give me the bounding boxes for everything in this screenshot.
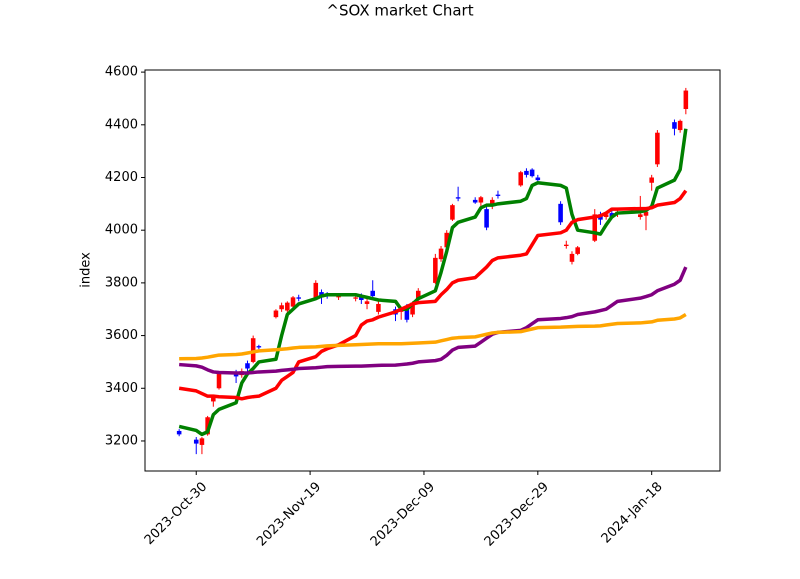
- candle-body: [415, 290, 421, 299]
- candle-body: [444, 232, 450, 248]
- candle-body: [672, 122, 677, 129]
- candle-body: [638, 214, 643, 218]
- y-tick-label: 4600: [105, 65, 138, 80]
- y-tick-label: 3600: [105, 328, 138, 343]
- y-tick-label: 4200: [105, 170, 138, 185]
- candle-body: [569, 253, 575, 262]
- x-tick-label: 2023-Nov-19: [254, 479, 324, 549]
- candle-body: [677, 120, 683, 131]
- candle-body: [364, 301, 370, 304]
- candle-body: [455, 197, 461, 199]
- candle-body: [683, 90, 689, 109]
- candle-body: [450, 205, 455, 220]
- candle-body: [285, 302, 290, 311]
- candle-body: [643, 211, 649, 216]
- candle-body: [211, 397, 216, 402]
- candle-body: [273, 310, 279, 318]
- y-tick-label: 3400: [105, 381, 138, 396]
- candle-body: [529, 169, 535, 177]
- candle-body: [398, 310, 404, 312]
- candle-body: [205, 417, 210, 435]
- y-tick-label: 4000: [105, 223, 138, 238]
- candle-body: [290, 297, 296, 307]
- candle-body: [193, 439, 199, 444]
- candle-body: [524, 170, 529, 175]
- candle-body: [410, 302, 415, 315]
- candle-body: [245, 363, 250, 369]
- plot-frame: [144, 69, 721, 472]
- candle-body: [433, 257, 438, 283]
- candle-body: [564, 244, 569, 246]
- moving-average-line: [179, 266, 688, 375]
- candle-body: [490, 199, 495, 204]
- candle-body: [592, 214, 598, 241]
- x-tick-label: 2023-Dec-29: [482, 479, 552, 549]
- candle-body: [404, 309, 410, 320]
- candle-body: [359, 296, 364, 301]
- y-axis-label: index: [79, 252, 94, 288]
- candle-body: [313, 282, 319, 299]
- candle-body: [535, 177, 541, 181]
- candle-body: [216, 373, 222, 389]
- candle-body: [518, 172, 524, 186]
- candle-body: [296, 297, 301, 299]
- y-tick-label: 3200: [105, 433, 138, 448]
- chart-title: ^SOX market Chart: [326, 2, 473, 20]
- candle-body: [484, 209, 489, 228]
- candle-body: [279, 305, 284, 310]
- candle-body: [558, 203, 563, 223]
- candle-body: [376, 303, 381, 312]
- moving-average-line: [179, 313, 687, 361]
- candle-body: [649, 177, 654, 183]
- candle-body: [478, 197, 484, 203]
- candle-body: [655, 132, 660, 165]
- candle-body: [472, 199, 478, 203]
- candle-body: [495, 194, 501, 196]
- x-tick-label: 2024-Jan-18: [599, 479, 666, 546]
- x-tick-label: 2023-Dec-09: [368, 479, 438, 549]
- y-tick-label: 4400: [105, 117, 138, 132]
- candle-body: [250, 338, 256, 362]
- candle-body: [603, 214, 609, 218]
- candle-body: [438, 248, 444, 260]
- y-tick-label: 3800: [105, 275, 138, 290]
- candle-body: [233, 373, 239, 377]
- candle-body: [575, 247, 580, 254]
- x-tick-label: 2023-Oct-30: [142, 479, 210, 547]
- candle-body: [353, 297, 358, 299]
- moving-average-line: [178, 189, 688, 401]
- moving-average-line: [178, 128, 688, 437]
- candle-body: [199, 438, 205, 445]
- candle-body: [370, 290, 375, 297]
- candle-body: [176, 430, 182, 435]
- candle-body: [256, 346, 262, 348]
